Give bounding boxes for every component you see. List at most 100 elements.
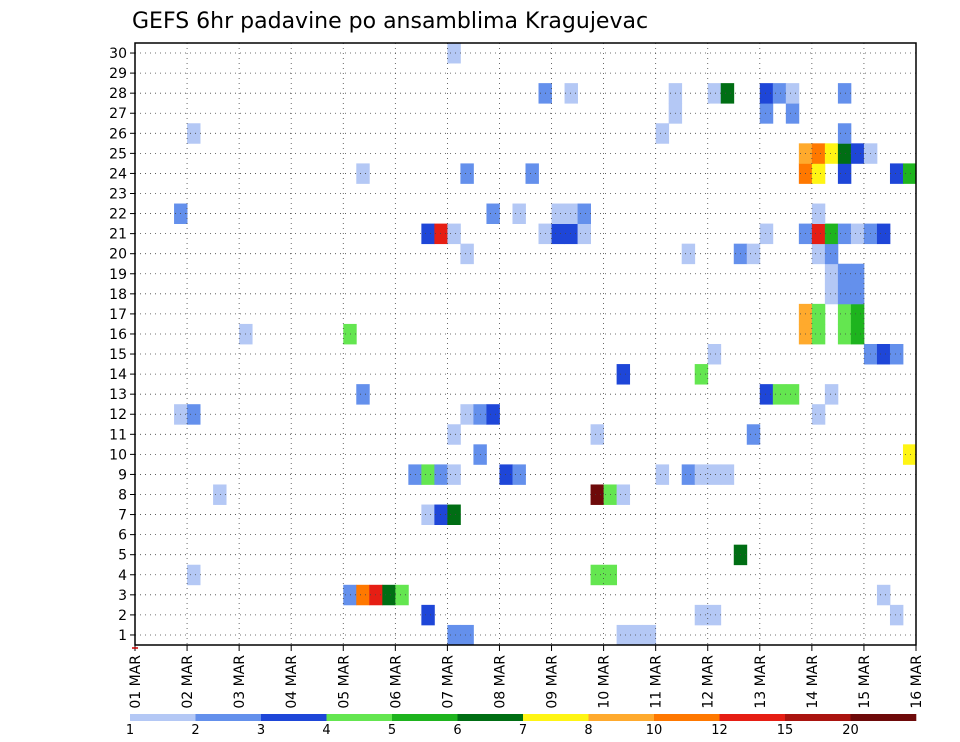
y-tick-label: 17 <box>109 307 127 323</box>
legend-swatch <box>261 714 327 721</box>
precip-cell <box>850 143 865 164</box>
x-tick-label: 13 MAR <box>753 655 769 709</box>
precip-cell <box>889 604 904 626</box>
precip-cell <box>837 283 852 305</box>
precip-cell <box>772 384 787 405</box>
y-tick-label: 19 <box>109 267 127 283</box>
y-tick-label: 14 <box>109 367 127 383</box>
precip-cell <box>850 303 865 325</box>
x-tick-label: 15 MAR <box>857 655 873 709</box>
precip-cell <box>785 103 800 124</box>
precip-cell <box>876 223 891 245</box>
x-tick-label: 16 MAR <box>909 655 925 709</box>
precip-cell <box>486 203 500 224</box>
grid-lines <box>135 43 916 645</box>
precip-cell <box>655 464 670 485</box>
y-tick-label: 30 <box>109 46 127 62</box>
precip-cell <box>824 384 839 405</box>
y-tick-label: 24 <box>109 166 127 182</box>
precip-cell <box>837 303 852 325</box>
chart-title: GEFS 6hr padavine po ansamblima Kragujev… <box>132 9 648 34</box>
y-tick-label: 28 <box>109 86 127 102</box>
precip-cell <box>811 163 826 184</box>
legend-swatch <box>654 714 720 721</box>
precip-cell <box>421 464 435 485</box>
y-tick-label: 22 <box>109 207 127 223</box>
precip-cell <box>512 203 526 224</box>
color-legend: 1 2 3 4 5 6 7 8 10 12 15 20 <box>126 714 917 738</box>
y-tick-label: 6 <box>118 528 127 544</box>
precip-cell <box>759 83 774 104</box>
precip-cell <box>850 223 865 245</box>
legend-label: 4 <box>322 723 330 738</box>
precip-cell <box>837 163 852 184</box>
y-tick-label: 20 <box>109 247 127 263</box>
precip-cell <box>876 344 891 365</box>
precip-cell <box>590 484 604 505</box>
precip-cell <box>434 504 448 525</box>
precip-cell <box>577 223 591 245</box>
precip-cell <box>902 163 917 184</box>
precip-cell <box>837 263 852 285</box>
legend-label: 10 <box>646 723 663 738</box>
precip-cell <box>824 263 839 285</box>
precip-cell <box>837 83 852 104</box>
x-tick-label: 07 MAR <box>440 655 456 709</box>
precip-cell <box>837 143 852 164</box>
precip-cell <box>356 384 370 405</box>
precip-cell <box>460 404 474 425</box>
legend-label: 6 <box>453 723 461 738</box>
precip-cell <box>187 123 201 144</box>
precip-cell <box>564 223 578 245</box>
precip-cell <box>421 604 435 626</box>
precip-cell <box>564 83 578 104</box>
precip-cell <box>876 584 891 606</box>
precip-cell <box>707 83 722 104</box>
y-tick-label: 18 <box>109 287 127 303</box>
precip-cell <box>382 584 396 606</box>
precip-cell <box>694 604 709 626</box>
precip-cell <box>824 143 839 164</box>
precip-cell <box>850 323 865 345</box>
legend-swatch <box>719 714 786 721</box>
y-tick-label: 13 <box>109 387 127 403</box>
precip-cell <box>447 504 461 525</box>
x-tick-label: 08 MAR <box>492 655 508 709</box>
precip-cell <box>746 243 761 265</box>
precip-cell <box>811 243 826 265</box>
y-tick-label: 26 <box>109 126 127 142</box>
precip-cell <box>447 43 461 64</box>
legend-swatch <box>195 714 262 721</box>
y-tick-label: 5 <box>118 548 127 564</box>
precip-cell <box>746 424 761 445</box>
precip-cell <box>707 604 722 626</box>
y-tick-label: 9 <box>118 467 127 483</box>
y-tick-label: 25 <box>109 146 127 162</box>
y-tick-label: 29 <box>109 66 127 82</box>
x-tick-label: 11 MAR <box>649 655 665 709</box>
y-tick-label: 27 <box>109 106 127 122</box>
precip-cell <box>356 584 370 606</box>
precip-cell <box>213 484 227 505</box>
precip-cell <box>460 243 474 265</box>
precip-cell <box>486 404 500 425</box>
precip-cell <box>512 464 526 485</box>
precip-cell <box>590 564 604 586</box>
precip-cell <box>707 344 722 365</box>
legend-label: 20 <box>842 723 859 738</box>
precip-cell <box>681 464 696 485</box>
precip-cell <box>837 223 852 245</box>
legend-label: 12 <box>711 723 728 738</box>
precip-cell <box>590 424 604 445</box>
x-tick-label: 03 MAR <box>232 655 248 709</box>
precip-cell <box>707 464 722 485</box>
y-tick-label: 1 <box>118 628 127 644</box>
precip-cell <box>447 464 461 485</box>
axes: 1234567891011121314151617181920212223242… <box>109 46 925 709</box>
precip-cell <box>434 464 448 485</box>
precip-cell <box>837 123 852 144</box>
precip-cell <box>447 223 461 245</box>
legend-label: 1 <box>126 723 134 738</box>
legend-swatch <box>785 714 851 721</box>
